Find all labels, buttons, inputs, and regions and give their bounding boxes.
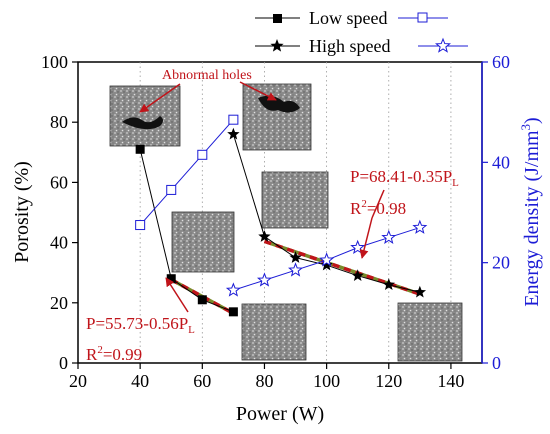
x-axis-title: Power (W): [236, 403, 324, 425]
data-point-open-star: [225, 282, 241, 297]
series-layer: [135, 114, 428, 317]
legend-entry-high-speed: High speed: [255, 36, 468, 56]
y-right-tick-label: 40: [492, 152, 510, 172]
x-tick-label: 20: [69, 371, 87, 391]
data-point-open-star: [256, 272, 272, 287]
y-left-tick-label: 40: [50, 233, 68, 253]
legend-entry-low-speed: Low speed: [255, 8, 448, 28]
data-point-star: [258, 230, 271, 242]
sample-image-high-70w: [242, 83, 312, 151]
sample-image-low-50w: [171, 211, 235, 273]
fit-line: [263, 239, 421, 296]
annotation-fit-high: P=68.41-0.35PL R2=0.98: [350, 167, 459, 259]
annotation-abnormal-holes: Abnormal holes: [139, 68, 277, 113]
data-point-open-square: [228, 114, 239, 125]
legend-marker-filled-star: [270, 39, 284, 52]
annotation-arrow: [239, 81, 277, 101]
data-point-open-star: [381, 229, 397, 244]
sample-image-high-130w: [397, 302, 463, 362]
series-line-0: [139, 149, 234, 313]
data-point-open-star: [319, 252, 335, 267]
annotation-arrow: [169, 283, 189, 313]
data-point-square: [228, 307, 238, 317]
x-tick-label: 120: [375, 371, 402, 391]
annotation-arrow: [139, 83, 181, 113]
data-point-star: [382, 278, 395, 290]
data-point-open-square: [135, 220, 146, 231]
sample-image-low-40w: [109, 85, 181, 147]
fit-r2-high: R2=0.98: [350, 198, 406, 218]
hole-shape: [122, 116, 163, 130]
fit-r2-low: R2=0.99: [86, 344, 142, 364]
y-right-tick-label: 20: [492, 253, 510, 273]
y-axis-left-title: Porosity (%): [11, 161, 33, 263]
fit-equation-low: P=55.73-0.56PL: [86, 314, 195, 336]
x-tick-label: 140: [437, 371, 464, 391]
data-point-open-star: [412, 219, 428, 234]
sample-image-high-80w: [261, 171, 329, 229]
data-point-star: [289, 251, 302, 263]
data-point-open-square: [197, 149, 208, 160]
legend-label-low-speed: Low speed: [309, 8, 387, 28]
annotation-abnormal-holes-text: Abnormal holes: [162, 68, 252, 83]
data-point-open-star: [288, 262, 304, 277]
series-line-2: [139, 119, 234, 226]
sample-images: [109, 83, 463, 362]
y-left-tick-label: 60: [50, 172, 68, 192]
sample-image-low-70w: [241, 303, 307, 361]
y-left-tick-label: 0: [59, 353, 68, 373]
legend-label-high-speed: High speed: [309, 36, 390, 56]
y-left-tick-label: 100: [41, 52, 68, 72]
x-tick-label: 80: [255, 371, 273, 391]
annotation-arrow: [359, 217, 373, 259]
annotation-arrow: [165, 277, 175, 288]
y-right-tick-label: 60: [492, 52, 510, 72]
data-point-square: [135, 144, 145, 154]
annotation-arrow: [371, 189, 385, 219]
legend-marker-open-square: [417, 12, 428, 23]
annotation-fit-low: P=55.73-0.56PL R2=0.99: [86, 277, 195, 364]
data-point-square: [197, 295, 207, 305]
data-point-star: [227, 127, 240, 140]
y-left-tick-label: 20: [50, 293, 68, 313]
x-tick-label: 40: [131, 371, 149, 391]
y-right-tick-label: 0: [492, 353, 501, 373]
x-tick-label: 60: [193, 371, 211, 391]
data-point-open-star: [350, 239, 366, 254]
data-point-star: [320, 258, 333, 271]
data-point-star: [351, 269, 364, 281]
data-point-star: [413, 285, 427, 298]
legend-marker-open-star: [435, 37, 451, 53]
x-tick-label: 100: [313, 371, 340, 391]
data-point-open-square: [166, 184, 177, 195]
fit-equation-high: P=68.41-0.35PL: [350, 167, 459, 189]
legend-marker-filled-square: [273, 14, 282, 23]
y-left-tick-label: 80: [50, 112, 68, 132]
y-axis-right-title: Energy density (J/mm3): [518, 117, 543, 306]
legend: Low speed High speed: [255, 8, 468, 56]
